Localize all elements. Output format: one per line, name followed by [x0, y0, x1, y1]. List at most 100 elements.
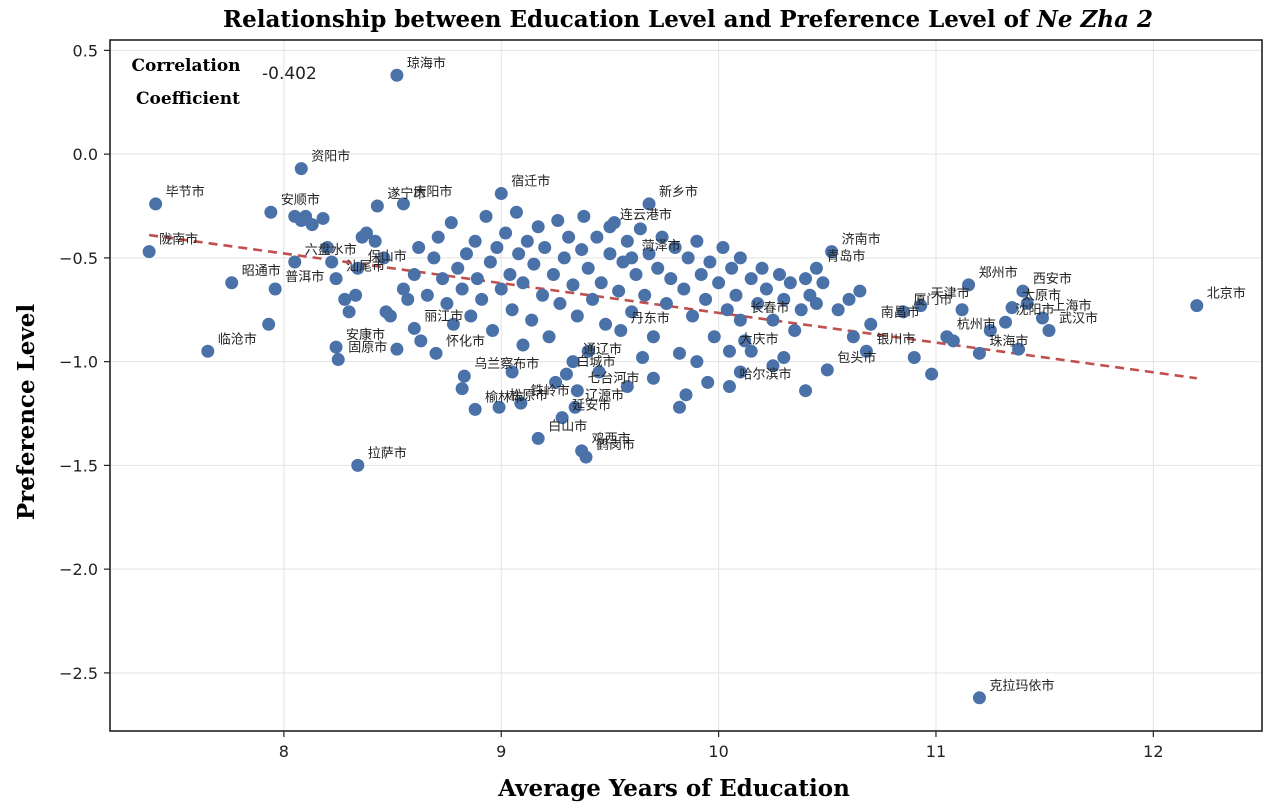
data-point — [288, 255, 302, 269]
trend-line — [148, 233, 1197, 380]
point-label: 白山市 — [548, 418, 587, 434]
data-point — [570, 309, 584, 323]
data-point — [646, 371, 660, 385]
data-point — [642, 247, 656, 261]
data-point — [338, 292, 352, 306]
data-point — [549, 375, 563, 389]
data-point — [509, 205, 523, 219]
data-point — [351, 261, 365, 275]
data-point — [681, 251, 695, 265]
data-point — [646, 330, 660, 344]
data-point — [512, 247, 526, 261]
data-point — [525, 313, 539, 327]
data-point — [744, 344, 758, 358]
point-label: 珠海市 — [989, 333, 1028, 349]
data-point — [690, 234, 704, 248]
point-label: 保山市 — [368, 248, 407, 264]
y-tick-label: −2.5 — [59, 664, 98, 683]
data-point — [603, 247, 617, 261]
data-point — [825, 245, 839, 259]
point-label: 郑州市 — [979, 265, 1018, 281]
point-label: 安顺市 — [281, 192, 320, 208]
data-point — [788, 324, 802, 338]
data-point — [368, 234, 382, 248]
data-point — [633, 222, 647, 236]
data-point — [699, 292, 713, 306]
data-point — [799, 384, 813, 398]
point-label: 银川市 — [876, 331, 915, 347]
point-label: 白城市 — [576, 354, 615, 370]
data-point — [820, 363, 834, 377]
chart-title: Relationship between Education Level and… — [223, 6, 1153, 33]
data-point — [701, 375, 715, 389]
data-point — [896, 305, 910, 319]
data-point — [794, 303, 808, 317]
point-label: 怀化市 — [446, 333, 485, 349]
data-point — [799, 272, 813, 286]
data-point — [470, 272, 484, 286]
x-tick-label: 12 — [1143, 742, 1163, 761]
data-point — [614, 324, 628, 338]
data-point — [636, 350, 650, 364]
data-point — [590, 230, 604, 244]
point-label: 武汉市 — [1059, 311, 1098, 327]
data-point — [864, 317, 878, 331]
data-point — [479, 209, 493, 223]
data-point — [625, 251, 639, 265]
data-point — [566, 355, 580, 369]
data-point — [972, 346, 986, 360]
data-point — [712, 276, 726, 290]
data-point — [536, 288, 550, 302]
data-point — [642, 197, 656, 211]
point-label: 长春市 — [750, 300, 789, 316]
data-point — [620, 234, 634, 248]
data-point — [412, 241, 426, 255]
point-label: 乌兰察布市 — [474, 356, 539, 372]
point-label: 汕尾市 — [346, 259, 385, 275]
data-point — [1042, 324, 1056, 338]
data-point — [744, 272, 758, 286]
data-point — [446, 317, 460, 331]
data-point — [729, 288, 743, 302]
point-label: 丽江市 — [424, 308, 463, 324]
chart-title-main: Relationship between Education Level and… — [223, 6, 1037, 33]
data-point — [329, 272, 343, 286]
data-point — [651, 261, 665, 275]
data-point — [475, 292, 489, 306]
data-point — [581, 344, 595, 358]
point-label: 琼海市 — [407, 55, 446, 71]
data-point — [759, 282, 773, 296]
data-point — [396, 282, 410, 296]
data-point — [716, 241, 730, 255]
point-label: 上海市 — [1052, 298, 1091, 314]
point-label: 遂宁市 — [387, 186, 426, 202]
data-point — [464, 309, 478, 323]
data-point — [527, 257, 541, 271]
point-label: 毕节市 — [166, 184, 205, 200]
data-point — [733, 313, 747, 327]
x-tick-label: 8 — [279, 742, 289, 761]
data-point — [722, 380, 736, 394]
data-point — [351, 458, 365, 472]
data-point — [483, 255, 497, 269]
data-point — [492, 400, 506, 414]
data-point — [451, 261, 465, 275]
correlation-label-line1: Correlation — [131, 56, 240, 76]
y-tick-label: −1.5 — [59, 456, 98, 475]
data-point — [783, 276, 797, 290]
data-point — [664, 272, 678, 286]
point-label: 庆阳市 — [413, 184, 452, 200]
data-point — [342, 305, 356, 319]
data-point — [514, 396, 528, 410]
data-point — [562, 230, 576, 244]
data-point — [390, 68, 404, 82]
point-label: 大庆市 — [739, 331, 778, 347]
point-label: 连云港市 — [620, 207, 672, 223]
y-tick-label: −1.0 — [59, 353, 98, 372]
point-label: 西安市 — [1033, 271, 1072, 287]
data-point — [575, 243, 589, 257]
data-point — [264, 205, 278, 219]
data-point — [505, 303, 519, 317]
